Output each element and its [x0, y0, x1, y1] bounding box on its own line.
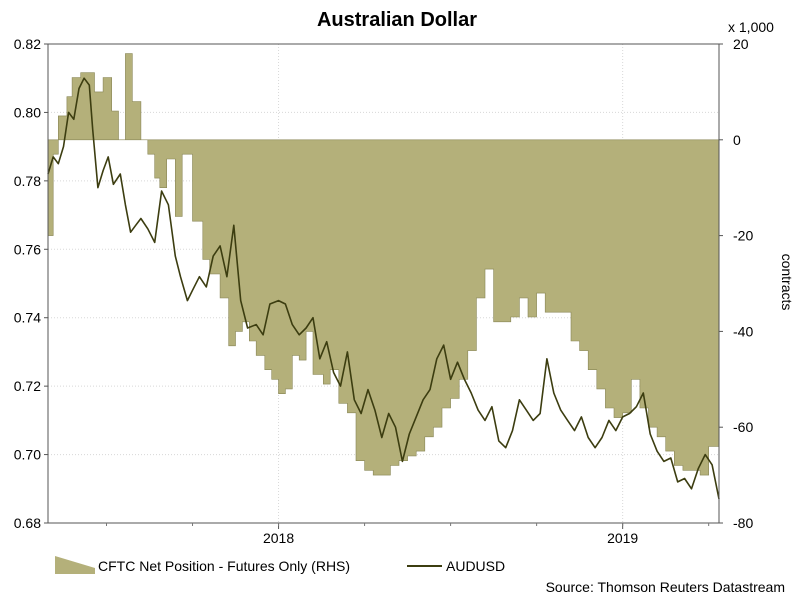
left-tick-label: 0.80 — [14, 104, 41, 120]
left-tick-label: 0.76 — [14, 241, 41, 257]
x-tick-label: 2019 — [607, 530, 638, 546]
chart-title: Australian Dollar — [317, 9, 477, 31]
right-tick-label: 20 — [733, 36, 749, 52]
right-tick-label: 0 — [733, 132, 741, 148]
cftc-area — [47, 53, 720, 476]
left-tick-label: 0.68 — [14, 515, 41, 531]
legend-label-audusd: AUDUSD — [446, 558, 505, 574]
legend-swatch-cftc — [55, 556, 95, 574]
left-tick-label: 0.70 — [14, 447, 41, 463]
plot-frame — [47, 43, 720, 524]
legend: CFTC Net Position - Futures Only (RHS) A… — [55, 556, 505, 574]
right-axis-label: contracts — [779, 254, 794, 311]
legend-label-cftc: CFTC Net Position - Futures Only (RHS) — [98, 558, 350, 574]
audusd-line-series — [47, 77, 720, 500]
right-tick-label: -60 — [733, 419, 753, 435]
left-tick-label: 0.78 — [14, 173, 41, 189]
right-tick-label: -40 — [733, 323, 753, 339]
x-tick-label: 2018 — [263, 530, 294, 546]
axes: 0.68 0.70 0.72 0.74 0.76 0.78 0.80 0.82 -80 -60 -4… — [14, 36, 754, 546]
cftc-area-series — [47, 53, 720, 476]
right-axis-unit: x 1,000 — [728, 19, 774, 35]
source-note: Source: Thomson Reuters Datastream — [546, 579, 785, 595]
left-tick-label: 0.82 — [14, 36, 41, 52]
audusd-line — [47, 77, 720, 500]
right-tick-label: -80 — [733, 515, 753, 531]
left-tick-label: 0.72 — [14, 378, 41, 394]
right-tick-label: -20 — [733, 228, 753, 244]
left-tick-label: 0.74 — [14, 310, 41, 326]
